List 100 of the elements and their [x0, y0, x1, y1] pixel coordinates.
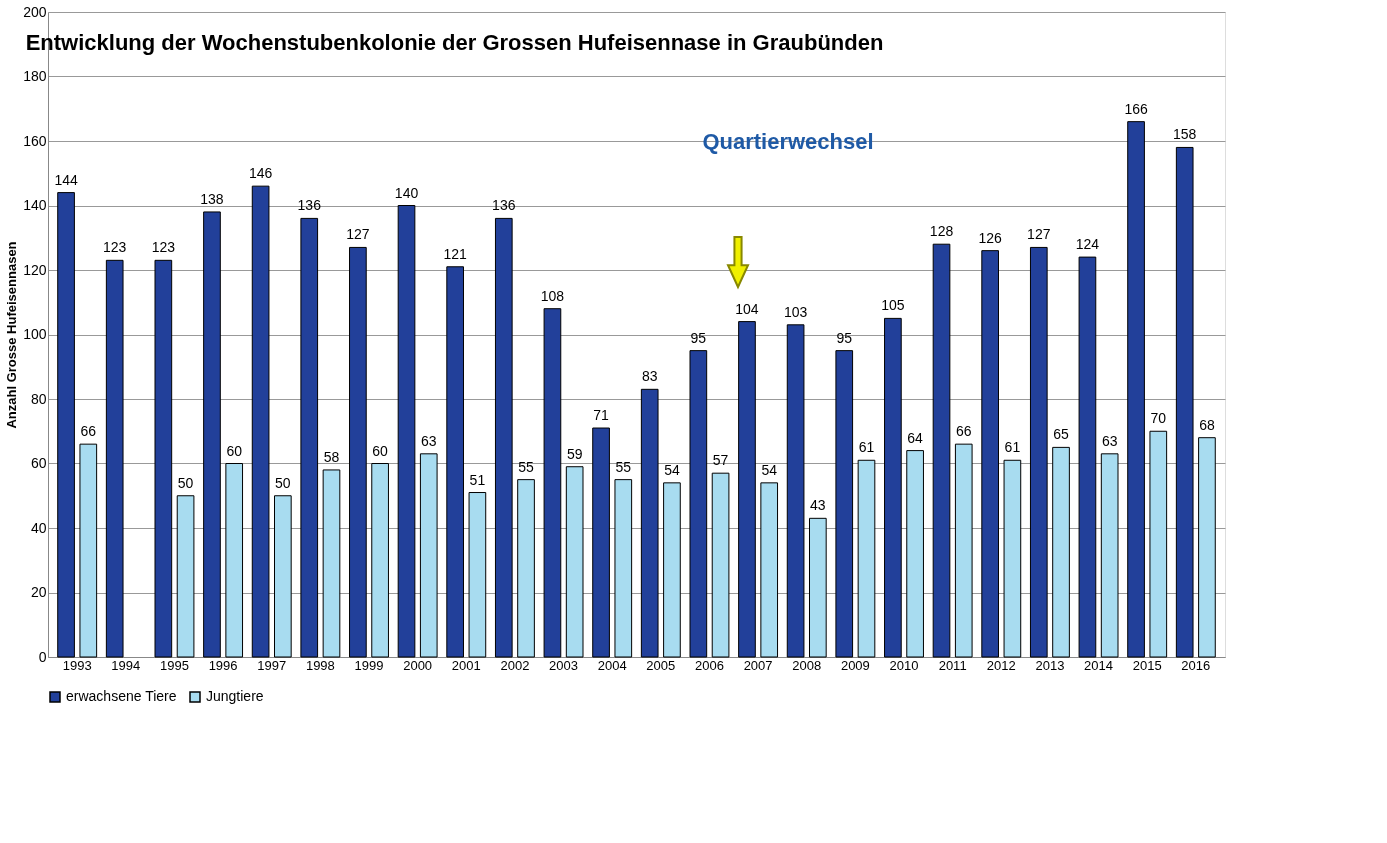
bar — [760, 482, 779, 658]
data-label: 54 — [761, 461, 778, 478]
bar — [1127, 121, 1145, 658]
data-label: 146 — [248, 165, 273, 182]
legend-label: Jungtiere — [206, 688, 264, 704]
bar — [614, 479, 633, 658]
data-label: 124 — [1075, 236, 1100, 253]
data-label: 63 — [420, 432, 437, 449]
bar — [932, 243, 951, 658]
data-label: 58 — [323, 448, 340, 465]
y-tick-label: 40 — [30, 519, 47, 536]
x-tick-label: 1996 — [208, 657, 238, 673]
data-label: 55 — [615, 458, 632, 475]
x-tick-label: 2008 — [792, 657, 822, 673]
data-label: 166 — [1124, 100, 1148, 117]
bar — [981, 250, 999, 658]
data-label: 83 — [641, 368, 658, 385]
data-label: 57 — [712, 452, 729, 469]
data-label: 60 — [372, 442, 389, 459]
bar — [419, 453, 438, 658]
data-label: 136 — [297, 197, 322, 214]
x-tick-label: 1998 — [305, 657, 335, 673]
x-tick-label: 2001 — [451, 657, 481, 673]
data-label: 61 — [858, 439, 875, 456]
data-label: 71 — [593, 407, 610, 424]
bar — [711, 472, 730, 658]
data-label: 59 — [566, 445, 583, 462]
data-label: 64 — [907, 429, 924, 446]
bar — [1198, 437, 1216, 658]
bar — [300, 217, 319, 658]
bar — [565, 466, 584, 658]
bar — [105, 259, 124, 658]
data-label: 105 — [881, 297, 905, 314]
x-tick-label: 2000 — [403, 657, 433, 673]
bar — [397, 205, 416, 658]
bar — [592, 427, 610, 658]
bar — [1003, 459, 1022, 658]
data-label: 51 — [469, 471, 486, 488]
bar — [371, 463, 389, 658]
bar — [884, 317, 902, 658]
data-label: 50 — [275, 474, 291, 491]
x-tick-label: 1993 — [62, 657, 92, 673]
x-tick-label: 1995 — [159, 657, 189, 673]
data-label: 50 — [177, 474, 194, 491]
x-tick-label: 2006 — [694, 657, 724, 673]
bar — [225, 463, 244, 658]
data-label: 136 — [492, 197, 516, 214]
data-label: 144 — [54, 171, 78, 188]
x-tick-label: 2011 — [938, 657, 967, 673]
bar — [906, 450, 924, 658]
data-label: 66 — [80, 423, 97, 440]
bar — [543, 308, 562, 658]
data-label: 123 — [151, 239, 176, 256]
data-label: 66 — [955, 423, 972, 440]
data-label: 121 — [443, 245, 468, 262]
data-label: 103 — [783, 303, 808, 320]
x-tick-label: 2010 — [889, 657, 919, 673]
data-label: 65 — [1053, 426, 1070, 443]
bar — [349, 246, 367, 658]
bar — [1100, 453, 1119, 658]
bar — [954, 443, 973, 658]
bar — [1078, 256, 1097, 658]
y-tick-label: 0 — [38, 648, 47, 665]
x-tick-label: 2009 — [840, 657, 870, 673]
x-tick-label: 2013 — [1035, 657, 1065, 673]
bar — [738, 321, 756, 658]
annotation: Quartierwechsel — [702, 129, 874, 154]
y-tick-label: 200 — [23, 3, 47, 20]
data-label: 95 — [836, 329, 853, 346]
x-tick-label: 2005 — [646, 657, 676, 673]
y-tick-label: 60 — [30, 455, 47, 471]
data-label: 61 — [1004, 439, 1021, 456]
bar — [663, 482, 681, 658]
data-label: 104 — [735, 300, 759, 317]
x-tick-label: 2012 — [986, 657, 1016, 673]
bar — [57, 192, 75, 658]
bar — [786, 324, 805, 658]
bar — [203, 211, 221, 658]
bar — [1052, 446, 1070, 658]
y-tick-label: 20 — [30, 584, 47, 600]
x-tick-label: 2002 — [500, 657, 530, 673]
data-label: 158 — [1173, 126, 1197, 143]
bar — [446, 266, 464, 658]
bar — [517, 479, 535, 658]
y-tick-label: 100 — [23, 326, 47, 342]
data-label: 126 — [978, 229, 1003, 246]
x-tick-label: 2007 — [743, 657, 773, 673]
bar — [468, 492, 487, 658]
y-tick-label: 160 — [23, 132, 47, 149]
bar — [1149, 430, 1168, 658]
data-label: 68 — [1199, 416, 1215, 433]
y-axis-title: Anzahl Grosse Hufeisennasen — [4, 241, 20, 429]
data-label: 43 — [810, 497, 826, 514]
bar — [1175, 146, 1194, 658]
x-tick-label: 2003 — [549, 657, 579, 673]
data-label: 108 — [540, 287, 565, 304]
x-tick-label: 1994 — [111, 657, 141, 673]
x-tick-label: 2015 — [1132, 657, 1162, 673]
y-tick-label: 80 — [30, 390, 47, 407]
y-tick-label: 140 — [23, 197, 47, 213]
